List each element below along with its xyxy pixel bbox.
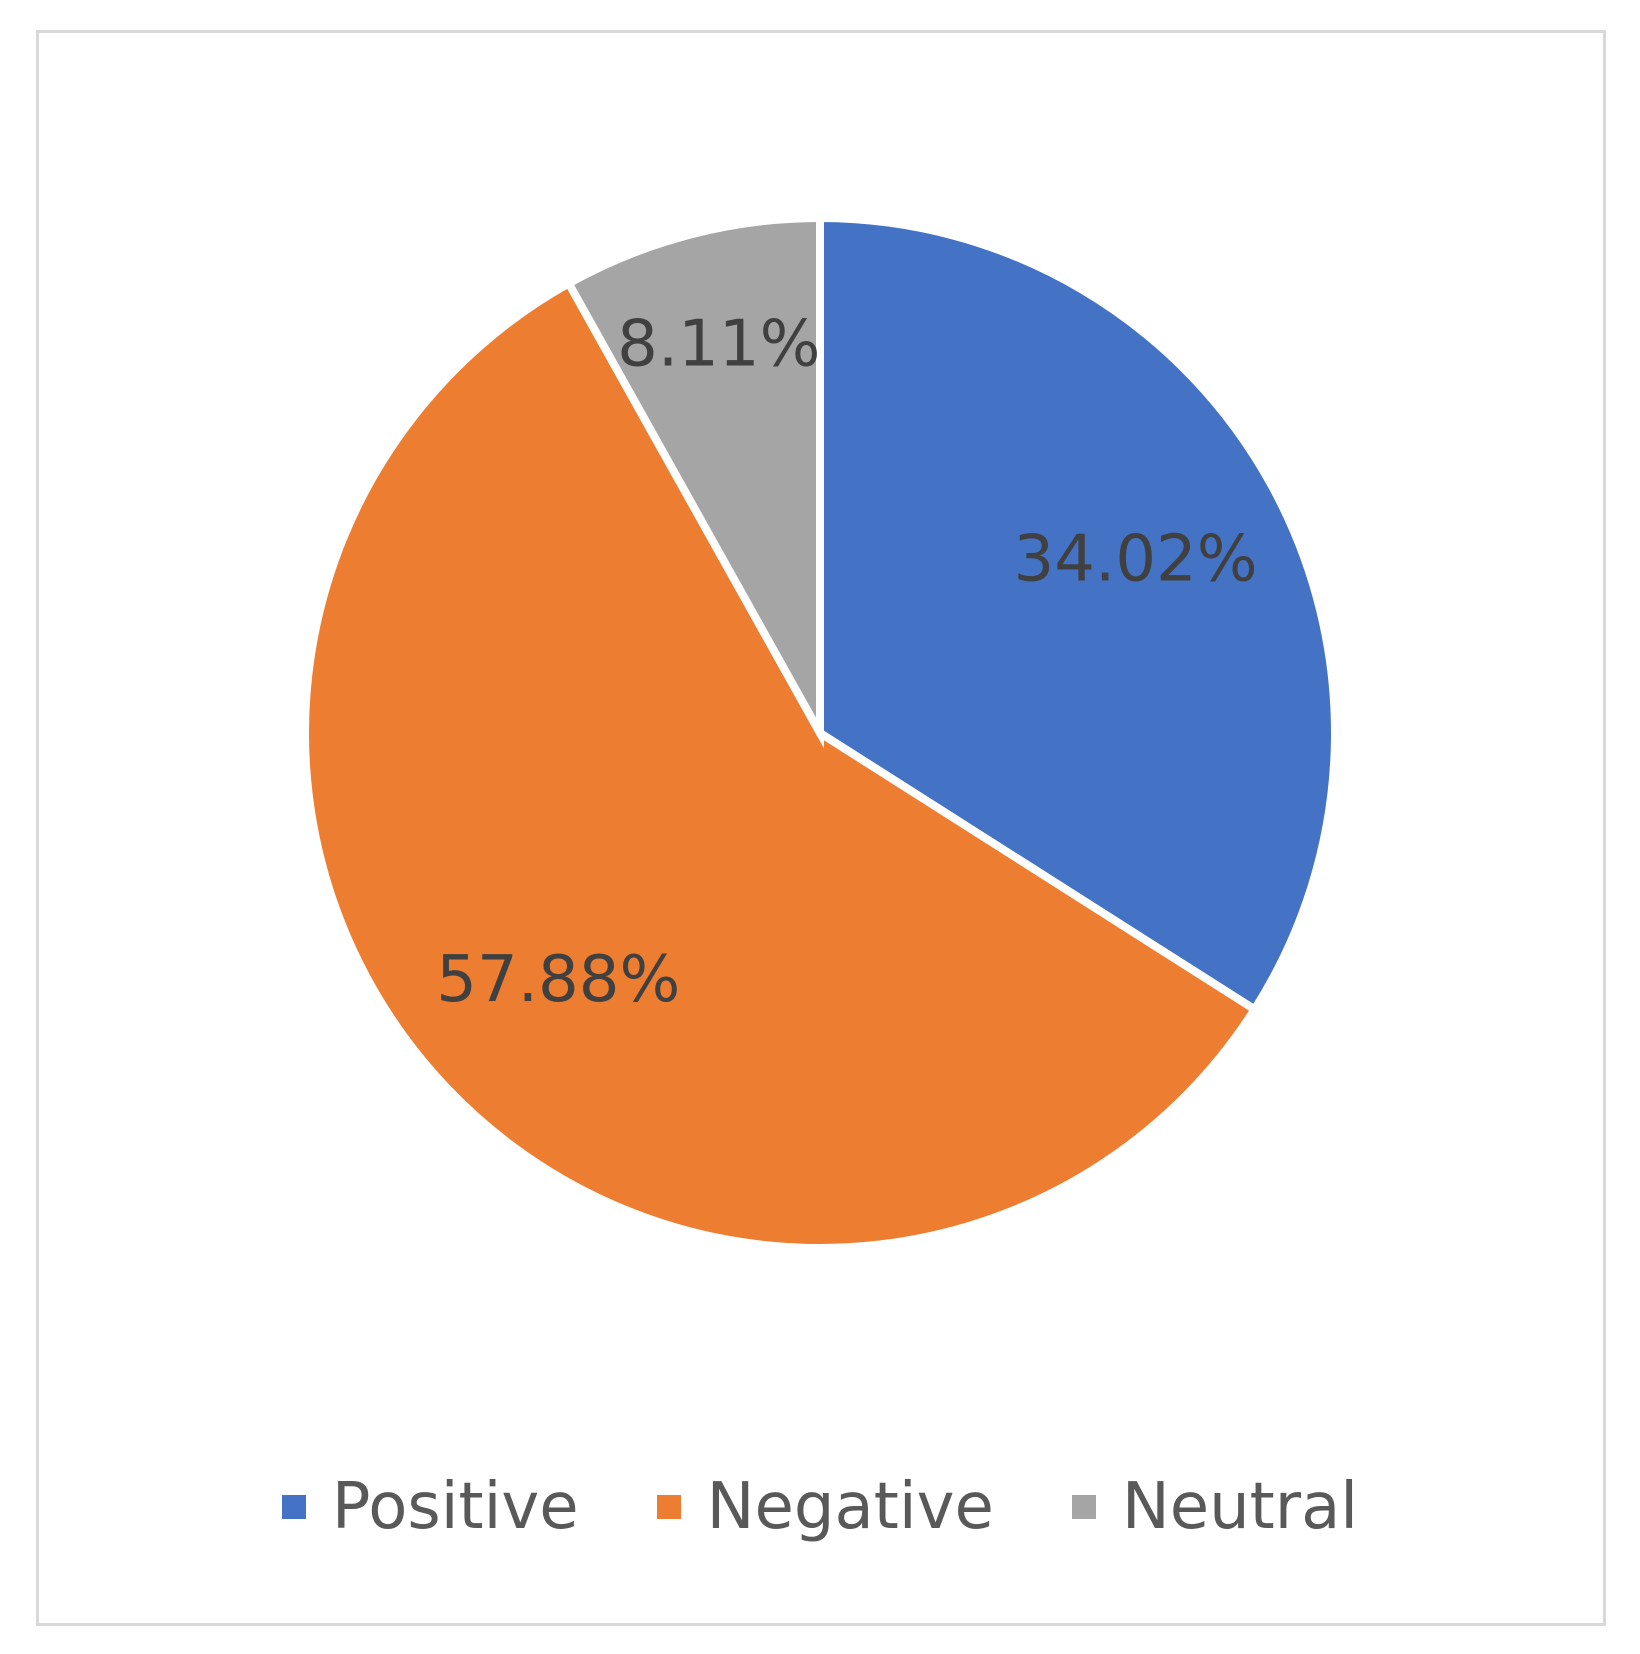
pie-slice-neutral: [563, 213, 824, 749]
legend-item-neutral: Neutral: [1071, 1470, 1359, 1544]
pie-data-labels: 34.02% 57.88% 8.11%: [436, 307, 1257, 1017]
legend-item-negative: Negative: [656, 1470, 994, 1544]
legend-label-positive: Positive: [331, 1470, 579, 1544]
pie-slice-negative: [301, 277, 1261, 1252]
legend: Positive Negative Neutral: [0, 1462, 1640, 1552]
legend-swatch-neutral: [1071, 1495, 1096, 1519]
legend-swatch-negative: [656, 1495, 681, 1519]
legend-label-negative: Negative: [706, 1470, 994, 1544]
pie-slices: [301, 213, 1339, 1252]
legend-item-positive: Positive: [281, 1470, 579, 1544]
data-label-positive: 34.02%: [1014, 523, 1258, 597]
data-label-negative: 57.88%: [436, 943, 680, 1017]
legend-swatch-positive: [281, 1495, 306, 1519]
data-label-neutral: 8.11%: [617, 307, 820, 381]
legend-label-neutral: Neutral: [1121, 1470, 1359, 1544]
